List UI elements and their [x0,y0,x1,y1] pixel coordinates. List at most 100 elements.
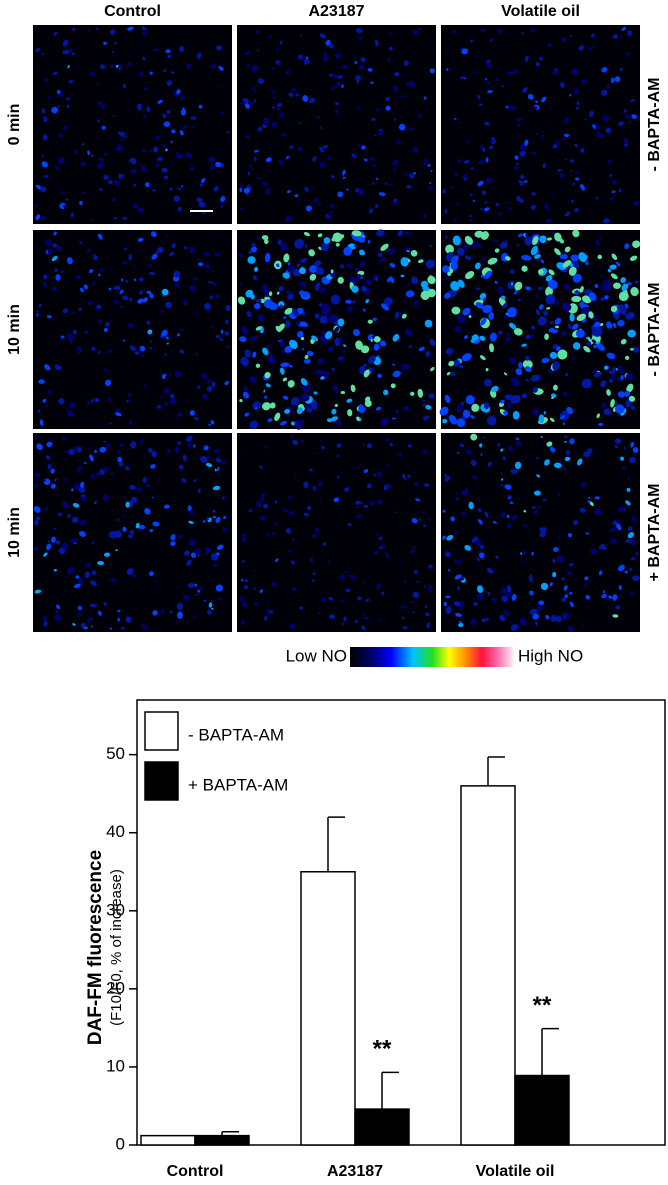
cell [60,335,65,339]
cell [592,45,595,49]
cell [619,35,623,39]
cell [627,30,633,36]
cell [331,408,337,415]
cell [562,421,565,426]
cell [545,614,550,620]
cell [127,534,134,539]
cell [251,86,256,90]
cell [108,179,113,185]
cell [278,135,281,138]
cell [220,111,225,115]
cell [328,596,334,601]
cell [327,346,334,353]
cell [67,513,71,519]
cell [385,552,389,559]
cell [348,276,358,284]
cell [515,441,523,446]
cell [477,508,482,513]
cell [113,180,120,186]
cell [406,184,412,189]
cell [177,187,182,191]
cell [509,501,514,505]
cell [189,509,194,517]
cell [567,625,574,633]
cell [55,540,61,545]
cell [562,467,567,471]
cell [47,248,54,255]
cell [508,445,514,452]
cell [575,290,579,294]
cell [510,469,518,475]
cell [260,497,265,502]
cell [615,605,621,610]
cell [480,317,487,326]
cell [155,580,158,583]
cell [215,448,220,453]
cell [205,462,213,467]
cell [625,280,629,285]
cell [525,355,530,361]
cell [252,401,261,410]
cell [445,235,448,239]
cell [34,519,39,526]
cell [500,512,506,518]
cell [311,187,314,189]
cell [358,36,362,42]
cell [278,62,281,65]
cell [456,247,465,256]
cell [171,242,176,249]
cell [174,446,180,454]
cell [366,443,373,449]
cell [413,470,417,474]
cell [354,619,359,624]
cell [124,247,128,251]
cell [628,121,631,124]
cell [343,344,347,347]
cell [481,256,486,262]
cell [355,75,361,82]
cell [595,196,599,200]
cell [618,585,622,591]
cell [452,359,460,367]
cell [514,289,518,295]
cell [562,137,566,141]
cell [527,93,534,100]
cell [362,616,369,620]
cell [539,527,547,532]
cell [417,259,424,263]
cell [164,352,167,356]
cell [425,612,430,617]
cell [561,410,568,415]
cell [552,571,557,578]
cell [542,498,547,502]
cell [505,105,508,109]
cell [98,273,101,277]
cell [554,248,561,256]
cell [288,92,294,97]
cell [156,162,159,168]
cell [608,595,613,599]
cell [610,273,618,280]
cell [461,48,469,55]
cell [412,146,419,153]
cell [389,262,396,268]
cell [614,438,621,445]
cell [448,569,451,572]
cell [66,234,68,237]
cell [383,389,389,396]
cell [214,468,217,472]
cell [62,542,69,549]
cell [446,68,449,71]
cell [358,188,365,196]
cell [239,207,244,211]
cell [529,590,534,596]
y-tick-label: 50 [106,744,125,763]
cell [308,97,316,104]
cell [281,349,286,354]
cell [264,238,269,245]
cell [632,240,641,248]
cell [570,254,579,262]
cell [538,414,545,424]
cell [145,484,150,488]
cell [356,273,362,279]
